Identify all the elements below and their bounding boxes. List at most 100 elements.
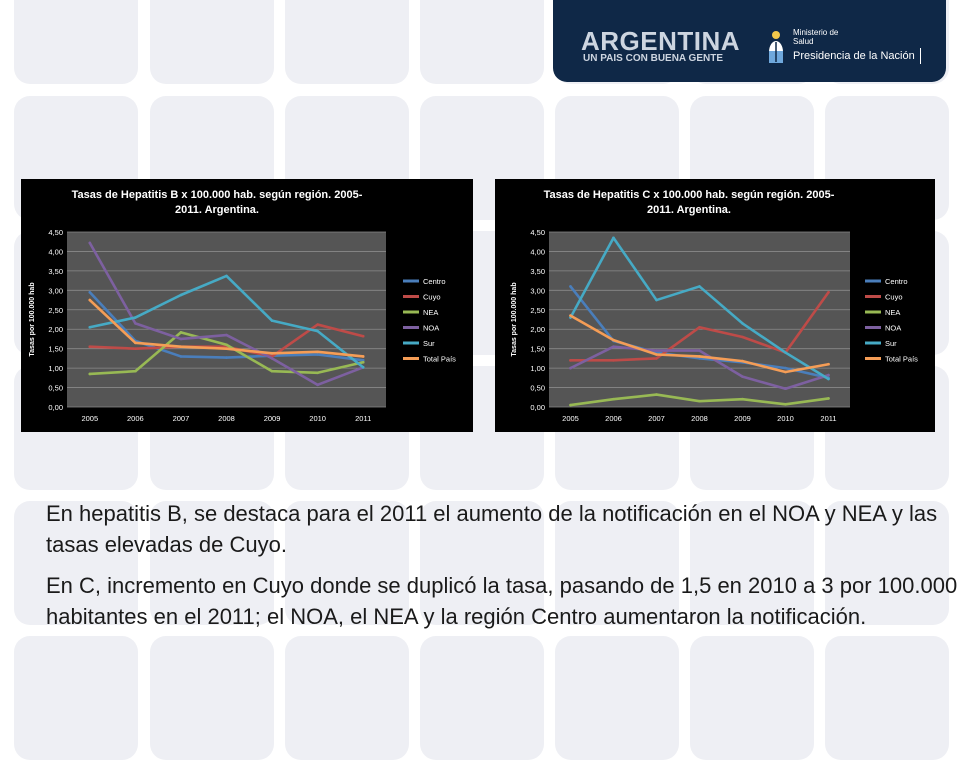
- data-point: [827, 373, 830, 377]
- data-point: [569, 403, 572, 407]
- data-point: [270, 369, 274, 373]
- x-tick-label: 2005: [562, 414, 579, 423]
- header-banner: ARGENTINA UN PAIS CON BUENA GENTE Minist…: [553, 0, 946, 82]
- data-point: [741, 375, 744, 378]
- data-point: [316, 371, 319, 375]
- data-point: [741, 322, 744, 325]
- legend-label: NOA: [423, 324, 439, 333]
- paragraph-hepatitis-b: En hepatitis B, se destaca para el 2011 …: [46, 501, 938, 557]
- background-tile: [825, 501, 949, 625]
- x-tick-label: 2008: [218, 414, 235, 423]
- data-point: [361, 366, 365, 369]
- body-text: En hepatitis B, se destaca para el 2011 …: [46, 498, 958, 642]
- data-point: [134, 316, 137, 319]
- y-tick-label: 2,50: [530, 306, 545, 315]
- data-point: [698, 285, 701, 288]
- ministry-line-1: Ministerio de: [793, 28, 839, 37]
- x-tick-label: 2011: [355, 414, 371, 423]
- data-point: [316, 329, 319, 333]
- data-point: [88, 345, 92, 349]
- x-tick-label: 2005: [81, 414, 98, 423]
- data-point: [741, 335, 744, 339]
- data-point: [225, 274, 228, 278]
- data-point: [698, 355, 701, 358]
- background-tile: [285, 0, 409, 84]
- data-point: [179, 345, 183, 349]
- hepatitis-c-chart: Tasas de Hepatitis C x 100.000 hab. segú…: [495, 179, 935, 432]
- legend-label: Sur: [885, 339, 897, 348]
- data-point: [698, 349, 701, 352]
- data-point: [827, 362, 830, 366]
- data-point: [741, 397, 744, 401]
- data-point: [270, 352, 274, 355]
- background-tile: [555, 501, 679, 625]
- y-tick-label: 2,00: [48, 325, 63, 334]
- data-point: [225, 356, 228, 359]
- data-point: [569, 359, 572, 362]
- background-tile: [420, 0, 544, 84]
- background-tile: [14, 636, 138, 760]
- hepatitis-b-chart-svg: Tasas de Hepatitis B x 100.000 hab. segú…: [29, 189, 456, 423]
- data-point: [179, 293, 183, 297]
- hepatitis-b-chart: Tasas de Hepatitis B x 100.000 hab. segú…: [21, 179, 473, 432]
- data-point: [741, 359, 744, 363]
- data-point: [361, 334, 365, 338]
- x-tick-label: 2007: [648, 414, 665, 423]
- background-tile: [690, 501, 814, 625]
- data-point: [270, 357, 274, 360]
- background-tile: [420, 636, 544, 760]
- y-tick-label: 3,50: [48, 267, 63, 276]
- y-tick-label: 0,00: [48, 403, 63, 412]
- x-tick-label: 2008: [691, 414, 708, 423]
- data-point: [612, 236, 615, 240]
- legend-label: Sur: [423, 339, 435, 348]
- data-point: [134, 347, 137, 350]
- y-tick-label: 0,50: [48, 384, 63, 393]
- data-point: [784, 370, 787, 374]
- y-tick-label: 3,00: [530, 286, 545, 295]
- data-point: [88, 372, 92, 376]
- legend-label: NOA: [885, 324, 901, 333]
- x-tick-label: 2010: [777, 414, 794, 423]
- brand-slogan: UN PAIS CON BUENA GENTE: [583, 53, 724, 64]
- data-point: [134, 369, 137, 373]
- ministry-label: Ministerio de Salud: [793, 28, 873, 46]
- data-point: [316, 383, 319, 387]
- x-tick-label: 2006: [127, 414, 144, 423]
- ministry-line-2: Salud: [793, 37, 814, 46]
- data-point: [569, 366, 572, 370]
- data-point: [827, 290, 830, 294]
- data-point: [316, 350, 319, 354]
- y-tick-label: 3,50: [530, 267, 545, 276]
- background-tile: [285, 636, 409, 760]
- brand-title: ARGENTINA: [581, 26, 741, 56]
- hepatitis-c-chart-svg: Tasas de Hepatitis C x 100.000 hab. segú…: [511, 189, 918, 423]
- data-point: [361, 359, 365, 362]
- data-point: [88, 325, 92, 329]
- legend-label: Total País: [885, 355, 918, 364]
- data-point: [655, 349, 658, 352]
- data-point: [827, 397, 830, 400]
- background-tile: [150, 636, 274, 760]
- data-point: [179, 337, 183, 341]
- data-point: [784, 351, 787, 354]
- legend-label: Cuyo: [423, 293, 441, 302]
- y-tick-label: 0,00: [530, 403, 545, 412]
- chart-title-line: 2011. Argentina.: [175, 204, 259, 216]
- y-tick-label: 4,50: [48, 228, 63, 237]
- background-tile: [14, 501, 138, 625]
- legend-label: Centro: [423, 277, 446, 286]
- coat-of-arms-icon: [769, 31, 783, 63]
- x-tick-label: 2011: [820, 414, 836, 423]
- y-tick-label: 4,00: [48, 247, 63, 256]
- data-point: [784, 387, 787, 391]
- background-tile: [555, 636, 679, 760]
- legend-label: Cuyo: [885, 293, 903, 302]
- data-point: [134, 322, 137, 325]
- x-tick-label: 2006: [605, 414, 622, 423]
- data-point: [225, 333, 228, 337]
- data-point: [270, 319, 274, 322]
- y-tick-label: 0,50: [530, 384, 545, 393]
- data-point: [784, 402, 787, 406]
- y-tick-label: 1,00: [48, 364, 63, 373]
